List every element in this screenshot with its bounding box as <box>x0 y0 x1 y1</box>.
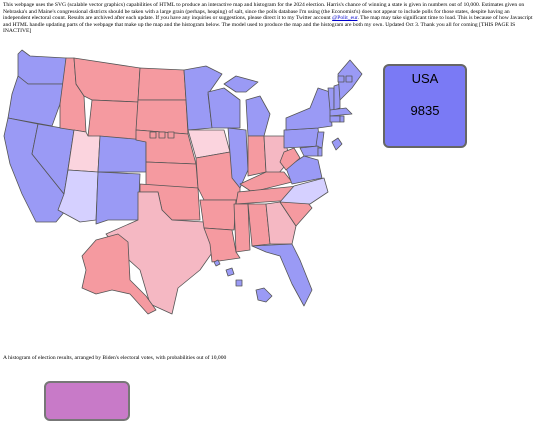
state-hawaii-3[interactable] <box>235 279 243 287</box>
maine-district-2[interactable] <box>345 75 353 83</box>
state-washington[interactable] <box>17 49 67 85</box>
histogram-caption: A histogram of election results, arrange… <box>3 355 227 361</box>
state-hawaii-4[interactable] <box>255 287 273 303</box>
state-arkansas[interactable] <box>199 199 237 231</box>
state-michigan-up[interactable] <box>223 75 259 93</box>
state-dc[interactable] <box>331 137 343 151</box>
state-indiana[interactable] <box>247 135 267 177</box>
usa-summary-box: USA 9835 <box>383 64 467 148</box>
state-michigan[interactable] <box>245 95 271 137</box>
state-connecticut[interactable] <box>329 115 341 123</box>
state-rhode-island[interactable] <box>339 115 345 123</box>
usa-summary-label: USA <box>411 71 439 86</box>
state-illinois[interactable] <box>227 127 249 189</box>
state-montana[interactable] <box>73 57 141 103</box>
state-alaska[interactable] <box>81 233 157 315</box>
state-utah[interactable] <box>67 129 101 173</box>
state-georgia[interactable] <box>265 201 297 245</box>
state-new-york[interactable] <box>285 87 333 131</box>
state-north-dakota[interactable] <box>137 67 187 101</box>
state-west-virginia[interactable] <box>279 147 301 171</box>
state-hawaii-2[interactable] <box>225 267 235 277</box>
state-virginia[interactable] <box>285 155 323 185</box>
state-florida[interactable] <box>251 243 313 307</box>
state-kansas[interactable] <box>145 161 199 189</box>
state-maryland[interactable] <box>299 145 319 157</box>
state-mississippi[interactable] <box>233 203 251 253</box>
state-wisconsin[interactable] <box>207 87 241 129</box>
nebraska-district-2[interactable] <box>158 131 166 139</box>
state-colorado[interactable] <box>97 135 147 173</box>
twitter-link[interactable]: @Polit_eur <box>332 15 358 21</box>
state-new-hampshire[interactable] <box>333 83 341 111</box>
intro-text: This webpage uses the SVG (scalable vect… <box>3 2 525 21</box>
intro-paragraph: This webpage uses the SVG (scalable vect… <box>3 2 537 35</box>
state-south-dakota[interactable] <box>135 99 189 135</box>
maine-district-1[interactable] <box>337 75 345 83</box>
usa-summary-value: 9835 <box>410 103 440 118</box>
state-pennsylvania[interactable] <box>283 127 321 149</box>
state-wyoming[interactable] <box>87 99 139 141</box>
us-electoral-map <box>3 49 363 315</box>
state-north-carolina[interactable] <box>279 177 329 205</box>
state-new-mexico[interactable] <box>95 171 141 225</box>
state-delaware[interactable] <box>317 147 323 157</box>
state-hawaii-1[interactable] <box>213 259 221 267</box>
nebraska-district-3[interactable] <box>167 131 175 139</box>
histogram-box[interactable] <box>44 381 130 421</box>
intro-text-cont: . The map may take significant time to l… <box>3 15 533 34</box>
state-louisiana[interactable] <box>203 227 241 263</box>
nebraska-district-1[interactable] <box>149 131 157 139</box>
state-massachusetts[interactable] <box>329 107 353 117</box>
state-oregon[interactable] <box>7 75 65 127</box>
